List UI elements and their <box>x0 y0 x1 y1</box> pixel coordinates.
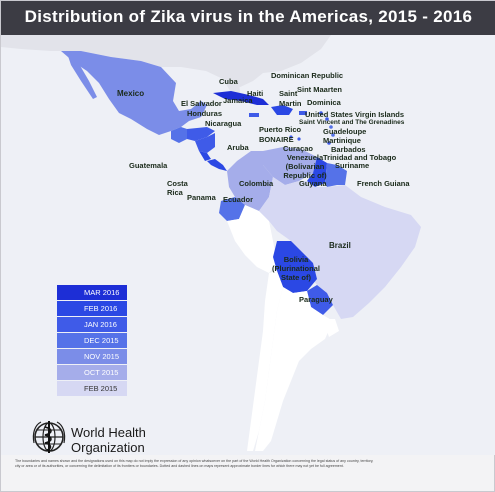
label-guatemala: Guatemala <box>129 161 168 170</box>
puertorico-region <box>299 111 307 115</box>
legend-swatch <box>57 349 127 364</box>
island-dot <box>325 117 329 121</box>
uruguay-region <box>323 319 339 337</box>
legend-swatch <box>57 365 127 380</box>
map-title: Distribution of Zika virus in the Americ… <box>24 7 473 26</box>
label-ecuador: Ecuador <box>223 195 254 204</box>
guyana-region <box>307 157 327 187</box>
label-bonaire: BONAIRE <box>259 135 294 144</box>
mexico-region <box>61 51 207 135</box>
island-dot <box>289 135 293 139</box>
label-costa-rica: Costa Rica <box>167 179 188 197</box>
legend-item: DEC 2015 <box>57 333 187 349</box>
guatemala-region <box>171 127 187 143</box>
title-bar: Distribution of Zika virus in the Americ… <box>1 1 495 35</box>
label-brazil: Brazil <box>329 241 351 250</box>
label-french-guiana: French Guiana <box>357 179 410 188</box>
label-dominica: Dominica <box>307 98 341 107</box>
island-dot <box>297 137 301 141</box>
costarica-region <box>199 151 211 161</box>
label-saint-martin-a: Saint <box>279 89 298 98</box>
legend-item: MAR 2016 <box>57 285 187 301</box>
label-dominican-republic: Dominican Republic <box>271 71 344 80</box>
legend-swatch <box>57 285 127 300</box>
label-honduras: Honduras <box>187 109 223 118</box>
legend-item: FEB 2016 <box>57 301 187 317</box>
legend-label: JAN 2016 <box>84 320 117 329</box>
who-logo: World Health Organization <box>31 419 146 460</box>
label-haiti: Haiti <box>247 89 264 98</box>
label-venezuela: Venezuela (Bolivarian Republic of) <box>283 153 327 180</box>
label-jamaica: Jamaica <box>223 96 253 105</box>
label-el-salvador: El Salvador <box>181 99 222 108</box>
legend-item: JAN 2016 <box>57 317 187 333</box>
island-dot <box>331 133 335 137</box>
label-paraguay: Paraguay <box>299 295 333 304</box>
who-name-line2: Organization <box>71 440 145 455</box>
label-martinique: Martinique <box>323 136 361 145</box>
label-sint-maarten: Sint Maarten <box>297 85 343 94</box>
chile-region <box>247 271 283 451</box>
label-svg: Saint Vincent and The Grenadines <box>299 119 405 126</box>
legend-label: OCT 2015 <box>84 368 119 377</box>
panama-region <box>207 159 227 171</box>
legend-label: DEC 2015 <box>84 336 119 345</box>
honduras-region <box>187 127 215 141</box>
legend-item: FEB 2015 <box>57 381 187 397</box>
baja-region <box>67 53 97 99</box>
legend-swatch <box>57 333 127 348</box>
brazil-region <box>259 177 421 319</box>
cuba-region <box>213 91 269 105</box>
who-name-line1: World Health <box>71 425 146 440</box>
legend-swatch <box>57 317 127 332</box>
argentina-region <box>255 287 333 451</box>
label-trinidad: Trinidad and Tobago <box>323 153 397 162</box>
nicaragua-region <box>195 133 215 153</box>
label-guyana: Guyana <box>299 179 327 188</box>
label-usvi: United States Virgin Islands <box>305 110 405 119</box>
ecuador-region <box>219 197 245 221</box>
suriname-region <box>325 163 337 187</box>
legend-item: NOV 2015 <box>57 349 187 365</box>
legend-label: NOV 2015 <box>84 352 120 361</box>
label-mexico: Mexico <box>117 89 145 98</box>
legend-item: OCT 2015 <box>57 365 187 381</box>
label-curacao: Curaçao <box>283 144 314 153</box>
usa-region <box>1 35 331 89</box>
label-guadeloupe: Guadeloupe <box>323 127 367 136</box>
legend-swatch <box>57 301 127 316</box>
venezuela-region <box>263 147 317 185</box>
hispaniola-region <box>271 105 293 115</box>
frenchguiana-region <box>337 165 347 185</box>
who-emblem-icon <box>32 421 66 453</box>
colombia-region <box>227 151 273 211</box>
label-colombia: Colombia <box>239 179 274 188</box>
island-dot <box>319 111 323 115</box>
legend-swatch <box>57 381 127 396</box>
legend-label: MAR 2016 <box>84 288 120 297</box>
label-cuba: Cuba <box>219 77 238 86</box>
label-puerto-rico: Puerto Rico <box>259 125 302 134</box>
paraguay-region <box>307 285 333 315</box>
label-suriname: Suriname <box>335 161 370 170</box>
island-dot <box>329 125 333 129</box>
label-nicaragua: Nicaragua <box>205 119 242 128</box>
bolivia-region <box>273 241 317 293</box>
disclaimer: The boundaries and names shown and the d… <box>15 459 374 468</box>
label-bolivia: Bolivia (Plurinational State of) <box>272 255 320 282</box>
legend-label: FEB 2016 <box>84 304 118 313</box>
peru-region <box>227 205 277 273</box>
jamaica-region <box>249 113 259 117</box>
island-dot <box>327 141 331 145</box>
label-saint-martin-b: Martin <box>279 99 302 108</box>
label-aruba: Aruba <box>227 143 249 152</box>
label-barbados: Barbados <box>331 145 366 154</box>
legend-label: FEB 2015 <box>84 384 118 393</box>
label-panama: Panama <box>187 193 216 202</box>
